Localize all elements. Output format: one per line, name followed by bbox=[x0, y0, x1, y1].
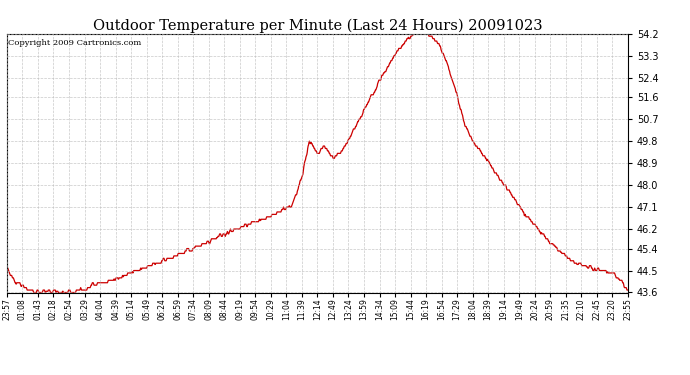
Title: Outdoor Temperature per Minute (Last 24 Hours) 20091023: Outdoor Temperature per Minute (Last 24 … bbox=[92, 18, 542, 33]
Text: Copyright 2009 Cartronics.com: Copyright 2009 Cartronics.com bbox=[8, 39, 141, 47]
